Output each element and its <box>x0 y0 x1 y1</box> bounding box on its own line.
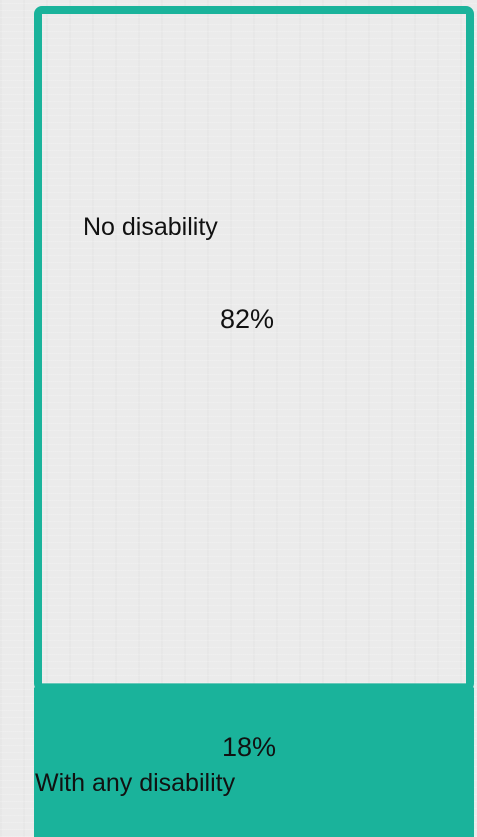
segment-with-any-disability <box>34 687 474 837</box>
value-label-no-disability: 82% <box>220 304 274 334</box>
value-label-with-any-disability: 18% <box>222 732 276 762</box>
label-no-disability: No disability <box>83 213 218 241</box>
segment-no-disability <box>34 6 474 692</box>
label-with-any-disability: With any disability <box>35 769 236 797</box>
